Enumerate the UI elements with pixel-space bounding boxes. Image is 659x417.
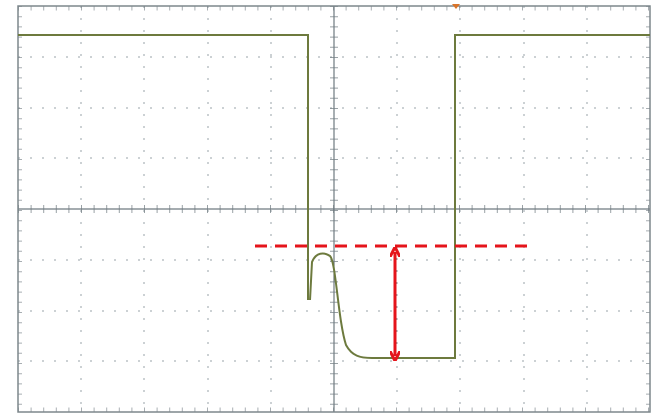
oscilloscope-screen [0, 0, 659, 417]
